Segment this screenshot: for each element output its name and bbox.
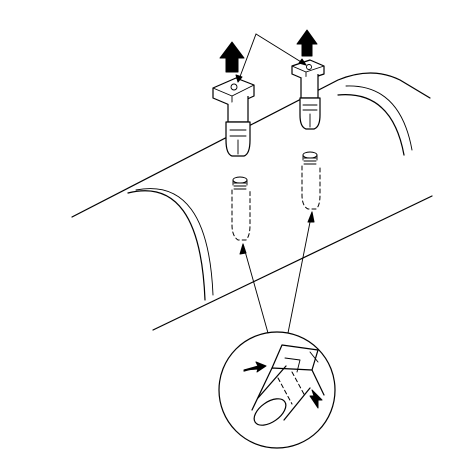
removal-arrow-right: [296, 29, 318, 57]
magnifier-clip-outline: [251, 367, 325, 411]
clip-right: [291, 59, 325, 130]
callout-leaders: [235, 33, 307, 83]
mounting-hole-left: [231, 176, 251, 241]
hole-left-body: [231, 189, 251, 241]
tube-left-seam: [127, 190, 206, 301]
magnifier-cylinder-end: [253, 398, 287, 426]
tube-left-seam-inner: [135, 188, 214, 296]
tube-right-seam-inner: [345, 85, 413, 151]
magnifier-circle: [218, 331, 336, 449]
hole-left-threads: [233, 182, 247, 190]
tube-bottom-edge: [152, 195, 433, 331]
clip-right-cap-hole: [306, 64, 312, 70]
hole-left-rim: [232, 176, 248, 184]
pointer-arrow-right: [309, 389, 323, 409]
tube: [71, 72, 433, 331]
hole-right-rim: [302, 151, 318, 159]
mounting-hole-right: [301, 151, 321, 210]
magnifier-leaders: [239, 211, 315, 334]
clip-left-body: [225, 121, 251, 157]
clip-right-neck: [300, 74, 319, 99]
tube-right-seam: [337, 94, 405, 156]
hole-right-threads: [303, 157, 317, 165]
removal-arrow-left: [219, 41, 245, 73]
detail-magnifier: [218, 331, 336, 449]
clip-left: [212, 77, 255, 157]
tube-top-edge: [71, 72, 431, 218]
clip-right-body: [299, 97, 321, 130]
hole-right-body: [301, 165, 321, 210]
clip-left-cap-hole: [230, 83, 238, 91]
